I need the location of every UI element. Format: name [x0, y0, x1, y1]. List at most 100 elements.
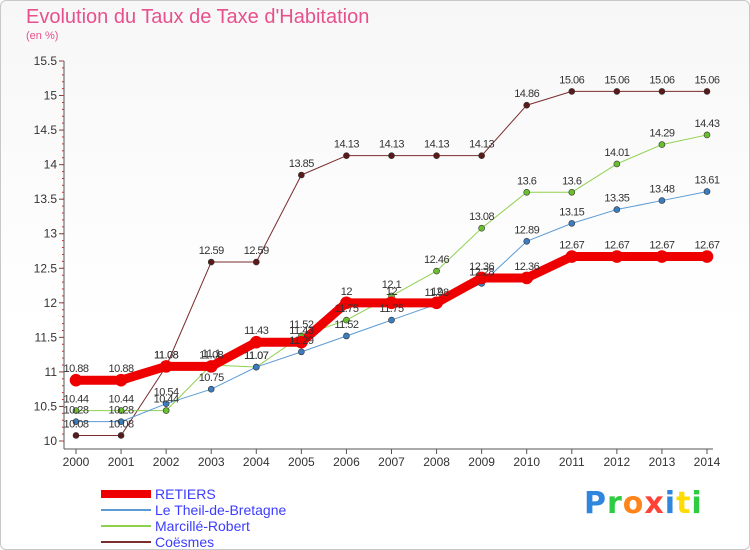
data-label: 14.13	[334, 139, 359, 151]
data-label: 14.13	[469, 139, 494, 151]
data-label: 12	[341, 286, 353, 298]
legend-label-retiers: RETIERS	[155, 486, 216, 502]
data-point	[523, 188, 531, 196]
data-point	[565, 250, 579, 263]
legend-swatch-retiers	[101, 490, 151, 498]
data-label: 13.35	[604, 193, 629, 205]
data-label: 13.61	[694, 175, 719, 187]
data-point	[207, 258, 215, 266]
data-label: 12.89	[514, 224, 539, 236]
data-label: 11.52	[289, 319, 314, 331]
y-tick-label: 12	[44, 296, 58, 310]
x-tick-label: 2011	[559, 455, 585, 469]
data-point	[207, 385, 215, 393]
data-label: 13.85	[289, 158, 314, 170]
data-point	[658, 88, 666, 95]
data-point	[658, 197, 666, 204]
data-point	[658, 141, 666, 148]
data-point	[703, 131, 711, 139]
x-tick-label: 2004	[243, 455, 270, 469]
x-tick-label: 2013	[649, 455, 676, 469]
data-label: 14.86	[514, 88, 539, 100]
data-point	[703, 188, 711, 195]
data-label: 12.67	[604, 240, 629, 252]
data-point	[475, 271, 488, 285]
data-point	[385, 296, 398, 310]
data-point	[69, 373, 83, 387]
data-point	[340, 296, 353, 310]
data-point	[433, 152, 440, 159]
data-label: 10.28	[109, 405, 134, 417]
data-point	[295, 335, 308, 349]
data-label: 10.08	[109, 418, 134, 430]
data-point	[204, 360, 218, 373]
legend-label-marcille: Marcillé-Robert	[155, 518, 250, 534]
data-label: 12.36	[514, 261, 539, 273]
data-label: 14.13	[424, 139, 449, 151]
data-label: 11.43	[289, 325, 314, 337]
data-label: 10.44	[154, 394, 179, 406]
x-tick-label: 2010	[513, 455, 540, 469]
data-label: 12.36	[469, 261, 494, 273]
data-label: 10.75	[199, 372, 224, 384]
y-tick-label: 15.5	[34, 54, 58, 68]
y-tick-label: 10	[44, 434, 58, 448]
data-label: 15.06	[604, 74, 629, 86]
data-label: 12.46	[424, 254, 449, 266]
data-point	[520, 271, 534, 285]
data-label: 12	[431, 286, 443, 298]
data-point	[117, 407, 125, 414]
data-point	[388, 152, 395, 159]
data-label: 15.06	[649, 74, 674, 86]
data-label: 11.08	[154, 349, 179, 361]
data-label: 14.13	[379, 139, 404, 151]
data-point	[523, 101, 531, 109]
data-label: 10.28	[63, 405, 88, 417]
data-point	[72, 432, 80, 439]
brand-letter: P	[584, 486, 607, 521]
data-point	[298, 348, 305, 356]
data-label: 15.06	[559, 74, 584, 86]
data-label: 12.28	[469, 266, 494, 278]
data-point	[72, 407, 80, 414]
data-label: 10.88	[109, 363, 134, 375]
page-subtitle: (en %)	[26, 30, 59, 42]
data-label: 11.08	[199, 349, 224, 361]
data-point	[568, 220, 576, 227]
data-label: 11.75	[334, 303, 359, 315]
data-point	[700, 250, 714, 263]
legend-label-le-theil: Le Theil-de-Bretagne	[155, 502, 287, 518]
data-point	[298, 171, 305, 179]
data-label: 11.52	[334, 319, 359, 331]
data-label: 10.44	[63, 394, 88, 406]
x-tick-label: 2001	[108, 455, 135, 469]
x-tick-label: 2006	[333, 455, 360, 469]
data-label: 13.08	[469, 211, 494, 223]
brand-letter: o	[622, 486, 645, 521]
data-label: 11.1	[202, 348, 221, 360]
brand-letter: i	[691, 486, 703, 521]
data-point	[433, 267, 440, 275]
data-point	[249, 335, 263, 349]
data-label: 14.29	[649, 128, 674, 140]
data-label: 13.48	[649, 184, 674, 196]
data-point	[568, 88, 576, 95]
x-tick-label: 2009	[468, 455, 495, 469]
y-tick-label: 11.5	[35, 330, 58, 344]
y-tick-label: 13	[44, 227, 58, 241]
data-label: 13.6	[562, 175, 582, 187]
x-tick-label: 2012	[604, 455, 631, 469]
data-point	[252, 258, 260, 266]
data-label: 12	[386, 286, 398, 298]
data-point	[72, 418, 80, 425]
data-point	[613, 206, 621, 213]
data-point	[478, 224, 485, 232]
data-label: 15.06	[694, 74, 719, 86]
y-tick-label: 14	[44, 158, 58, 172]
data-point	[162, 400, 170, 407]
data-label: 11.07	[244, 350, 269, 362]
data-label: 11.43	[244, 325, 269, 337]
x-tick-label: 2002	[153, 455, 180, 469]
data-point	[159, 360, 173, 373]
